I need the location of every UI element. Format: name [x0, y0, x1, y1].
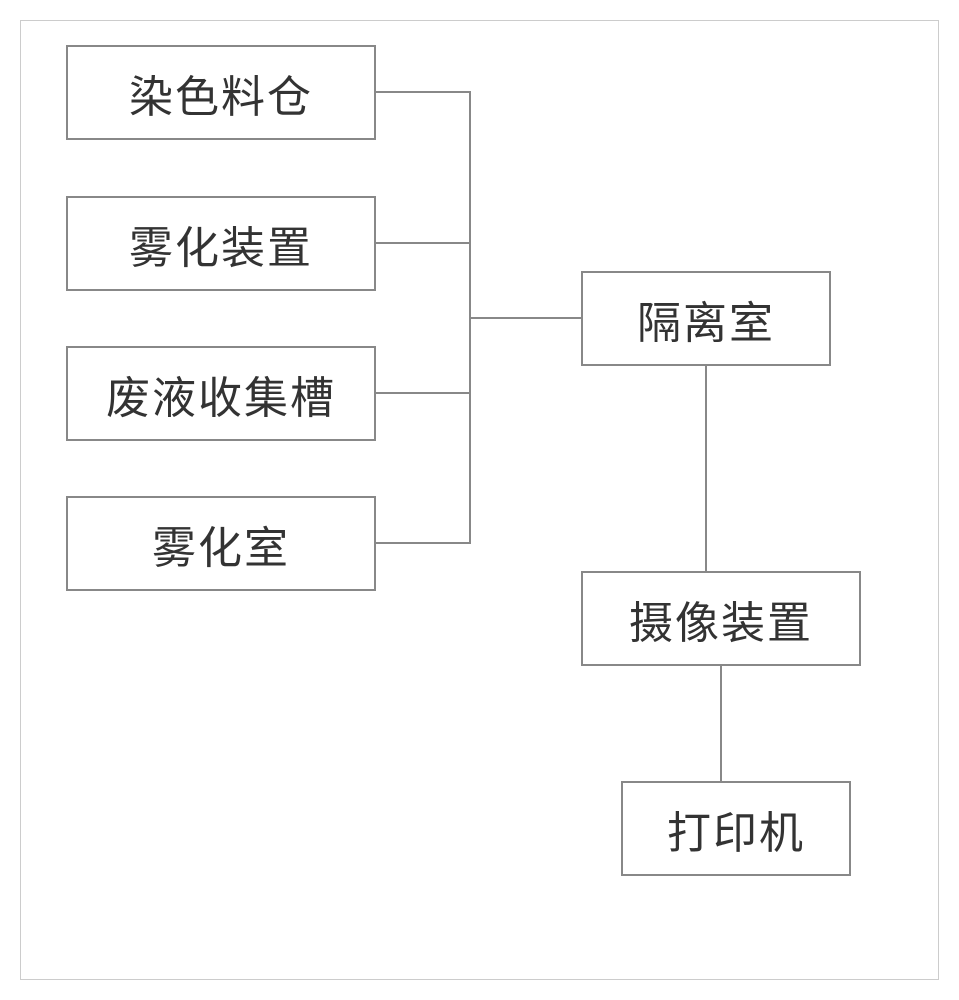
edge-line: [705, 366, 707, 571]
node-label: 雾化装置: [129, 212, 313, 276]
diagram-container: 染色料仓 雾化装置 废液收集槽 雾化室 隔离室 摄像装置 打印机: [20, 20, 939, 980]
node-atomization-room: 雾化室: [66, 496, 376, 591]
node-dye-bin: 染色料仓: [66, 45, 376, 140]
edge-line: [469, 317, 581, 319]
node-label: 打印机: [667, 797, 805, 861]
node-label: 废液收集槽: [106, 362, 336, 426]
edge-line: [376, 392, 471, 394]
edge-line: [720, 666, 722, 781]
node-label: 雾化室: [152, 512, 290, 576]
node-label: 隔离室: [637, 287, 775, 351]
node-waste-tank: 废液收集槽: [66, 346, 376, 441]
node-camera: 摄像装置: [581, 571, 861, 666]
node-label: 染色料仓: [129, 61, 313, 125]
edge-line: [376, 542, 471, 544]
node-isolation-room: 隔离室: [581, 271, 831, 366]
node-label: 摄像装置: [629, 587, 813, 651]
edge-line: [376, 91, 471, 93]
node-printer: 打印机: [621, 781, 851, 876]
node-atomizer: 雾化装置: [66, 196, 376, 291]
edge-line: [376, 242, 471, 244]
